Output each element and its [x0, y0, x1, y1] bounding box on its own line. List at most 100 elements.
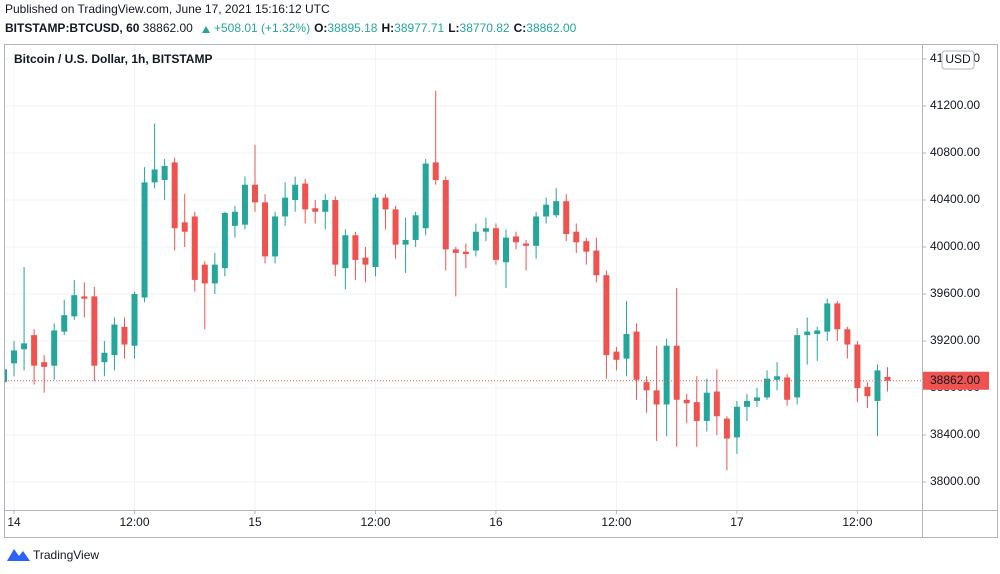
ohlc-key: O: [314, 21, 327, 35]
candle-body [272, 216, 279, 257]
candle-body [322, 200, 329, 212]
candle-body [673, 345, 680, 400]
x-tick-label: 17 [730, 515, 744, 529]
candle-body [603, 275, 610, 356]
candle-body [31, 335, 38, 366]
ohlc-value: 38862.00 [526, 21, 576, 35]
ohlc-key: L: [448, 21, 459, 35]
candle-body [713, 391, 720, 417]
candle-body [804, 331, 811, 336]
candle-body [623, 333, 630, 359]
candle-body [703, 392, 710, 421]
candle-body [121, 326, 128, 345]
candle-body [141, 182, 148, 298]
candle-body [402, 239, 409, 245]
candle-body [372, 197, 379, 267]
candle-body [342, 235, 349, 269]
candle-body [252, 184, 258, 203]
candle-body [854, 344, 861, 389]
candle-body [743, 400, 750, 407]
candle-body [754, 397, 760, 401]
candle-body [302, 183, 309, 210]
ohlc-value: 38977.71 [394, 21, 444, 35]
last-price-label: 38862.00 [930, 373, 980, 387]
x-tick-label: 15 [248, 515, 262, 529]
candle-body [523, 243, 530, 246]
brand: TradingView [33, 548, 99, 562]
change: +508.01 (+1.32%) [214, 21, 310, 35]
published-note: Published on TradingView.com, June 17, 2… [5, 2, 330, 16]
y-tick-label: 39200.00 [930, 333, 980, 347]
candle-body [61, 315, 68, 332]
y-tick-label: 41200.00 [930, 98, 980, 112]
ohlc-key: H: [381, 21, 394, 35]
candle-body [231, 211, 238, 226]
candle-body [332, 200, 339, 265]
candle-body [874, 370, 881, 401]
candle-body [51, 330, 58, 366]
candle-body [533, 216, 540, 246]
chart-title: Bitcoin / U.S. Dollar, 1h, BITSTAMP [14, 52, 212, 66]
candle-body [482, 228, 489, 232]
candle-body [41, 362, 48, 367]
x-tick-label: 14 [7, 515, 21, 529]
candle-body [392, 209, 399, 245]
candle-body [653, 390, 660, 405]
candle-body [633, 331, 640, 380]
candle-body [71, 295, 78, 317]
candle-body [794, 335, 801, 398]
last-price-badge [923, 371, 989, 390]
x-tick-label: 12:00 [120, 515, 150, 529]
quote-line: +508.01 (+1.32%) O:38895.18 H:38977.71 L: 38… [214, 21, 577, 35]
candle-body [21, 343, 28, 350]
candle-body [91, 296, 98, 366]
candle-body [262, 202, 269, 257]
currency: USD [945, 52, 971, 66]
candle-body [11, 350, 18, 364]
candle-body [292, 184, 299, 200]
candle-body [563, 201, 570, 235]
candle-body [814, 330, 821, 334]
candle-body [774, 376, 781, 380]
candle-body [101, 352, 108, 363]
grid [5, 45, 922, 510]
x-tick-label: 12:00 [601, 515, 631, 529]
chart-frame [4, 44, 998, 538]
candle-body [573, 231, 580, 243]
candle-body [834, 303, 841, 330]
candle-body [422, 163, 429, 229]
candle-body [442, 180, 449, 250]
candle-body [733, 406, 740, 438]
candle-body [613, 351, 620, 360]
candle-body [312, 208, 319, 212]
symbol-line: BITSTAMP:BTCUSD, 60 38862.00 [5, 21, 193, 35]
candle-body [844, 329, 851, 345]
candle-body [131, 294, 138, 346]
candle-body [492, 228, 499, 260]
currency-badge[interactable] [941, 50, 975, 70]
candle-body [241, 184, 248, 225]
candle-body [161, 165, 168, 181]
axes: 38000.0038400.0038800.0039200.0039600.00… [7, 51, 989, 529]
candle-body [282, 197, 289, 217]
candle-body [693, 402, 700, 421]
candle-body [553, 201, 560, 216]
candle-body [683, 399, 690, 404]
candle-body [864, 386, 871, 397]
candle-body [462, 251, 469, 255]
x-tick-label: 16 [489, 515, 503, 529]
candle-body [191, 216, 198, 280]
x-tick-label: 12:00 [842, 515, 872, 529]
quote-bar: +508.01 (+1.32%) O:38895.18 H:38977.71 L: 38… [202, 21, 577, 35]
symbol: BITSTAMP:BTCUSD, 60 [5, 21, 140, 35]
candle-body [583, 241, 590, 252]
candle-body [151, 169, 158, 183]
y-tick-label: 39600.00 [930, 286, 980, 300]
candle-body [543, 204, 550, 217]
candle-body [5, 369, 7, 383]
candle-body [593, 250, 600, 276]
ohlc-value: 38895.18 [327, 21, 377, 35]
candle-body [824, 303, 831, 332]
logo [7, 549, 30, 561]
y-tick-label: 40400.00 [930, 192, 980, 206]
